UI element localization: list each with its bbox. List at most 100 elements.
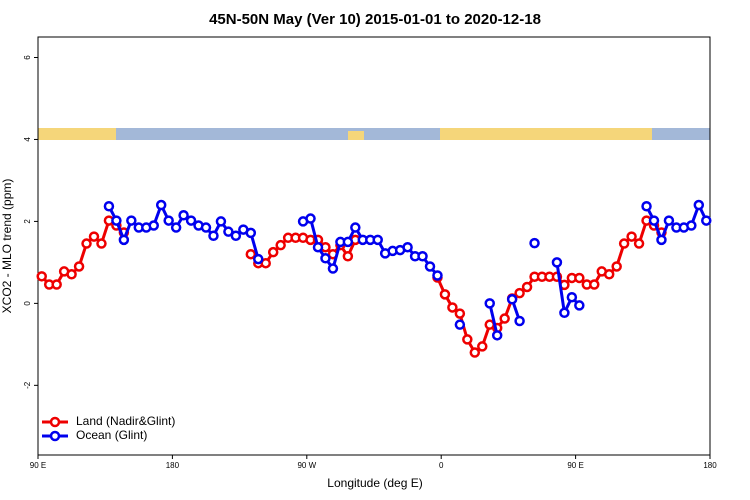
chart-title: 45N-50N May (Ver 10) 2015-01-01 to 2020-… [209, 11, 541, 28]
data-point [342, 250, 354, 262]
data-point [514, 315, 525, 327]
x-axis-label: Longitude (deg E) [327, 476, 422, 490]
data-point [260, 257, 271, 269]
data-point [566, 291, 578, 303]
y-tick-label: 6 [23, 55, 32, 60]
data-point [51, 279, 62, 290]
data-point [66, 269, 77, 280]
data-point [200, 222, 212, 233]
legend-label: Ocean (Glint) [76, 428, 147, 442]
data-point [118, 234, 130, 246]
y-tick-label: 0 [23, 301, 32, 306]
data-point [245, 248, 257, 260]
data-point [223, 226, 234, 237]
data-point [521, 281, 533, 293]
data-point [253, 253, 264, 265]
x-tick-label: 90 W [297, 461, 316, 470]
data-point [88, 231, 100, 242]
data-point [514, 287, 525, 299]
data-point [574, 272, 585, 284]
y-tick-label: -2 [23, 381, 32, 389]
data-point [686, 220, 697, 231]
data-point [148, 220, 159, 231]
data-point [424, 261, 436, 272]
data-point [589, 279, 600, 290]
data-point [126, 215, 137, 226]
data-point [96, 238, 107, 249]
data-point [73, 261, 85, 272]
data-point [230, 230, 242, 242]
data-point [559, 307, 570, 319]
data-point [656, 234, 667, 246]
data-point [305, 213, 316, 224]
data-point [603, 269, 615, 280]
data-point [275, 239, 286, 251]
data-point [648, 215, 660, 226]
x-tick-label: 90 E [567, 461, 583, 470]
data-point [626, 231, 637, 242]
data-point [529, 237, 540, 249]
plot-frame [37, 36, 711, 456]
series [103, 199, 712, 341]
data-point [267, 246, 279, 258]
data-point [342, 236, 354, 248]
data-point [663, 215, 675, 226]
land-mask-strip [38, 128, 710, 140]
data-point [163, 215, 174, 226]
legend-marker [49, 416, 61, 428]
data-point [81, 238, 92, 249]
data-point [633, 238, 645, 249]
data-point [417, 250, 428, 262]
y-tick-label: 4 [23, 137, 32, 142]
data-point [462, 334, 473, 345]
data-point [701, 215, 712, 226]
land-strip [440, 128, 652, 140]
land-strip [348, 131, 364, 140]
x-tick-label: 180 [703, 461, 717, 470]
y-axis-label: XCO2 - MLO trend (ppm) [0, 179, 14, 314]
data-point [447, 302, 458, 313]
data-point [178, 210, 189, 221]
data-point [372, 234, 383, 246]
data-point [170, 222, 182, 233]
data-point [454, 308, 466, 319]
data-point [618, 238, 630, 249]
data-point [506, 294, 518, 305]
data-point [491, 330, 503, 341]
y-tick-label: 2 [23, 219, 32, 224]
legend: Land (Nadir&Glint)Ocean (Glint) [42, 414, 175, 442]
data-point [350, 222, 361, 233]
data-point [208, 230, 219, 242]
data-point [185, 215, 197, 226]
data-point [215, 216, 227, 227]
data-point [432, 270, 443, 281]
data-point [36, 271, 47, 282]
data-point [693, 199, 705, 211]
data-point [439, 289, 451, 300]
data-point [402, 241, 413, 253]
data-point [641, 200, 652, 212]
data-point [320, 253, 331, 264]
data-point [484, 298, 495, 309]
land-strip [38, 128, 116, 140]
data-point [103, 200, 115, 212]
legend-marker [49, 430, 61, 442]
data-point [499, 313, 510, 324]
x-tick-label: 90 E [30, 461, 46, 470]
data-point [312, 241, 324, 253]
data-point [574, 300, 585, 311]
data-point [155, 199, 167, 211]
data-point [477, 341, 488, 352]
x-tick-label: 180 [166, 461, 180, 470]
x-tick-label: 0 [439, 461, 444, 470]
data-point [245, 227, 257, 239]
data-point [611, 261, 622, 272]
series [36, 215, 667, 358]
data-point [469, 347, 481, 358]
data-point [454, 319, 466, 330]
legend-label: Land (Nadir&Glint) [76, 414, 175, 428]
data-point [327, 263, 339, 274]
